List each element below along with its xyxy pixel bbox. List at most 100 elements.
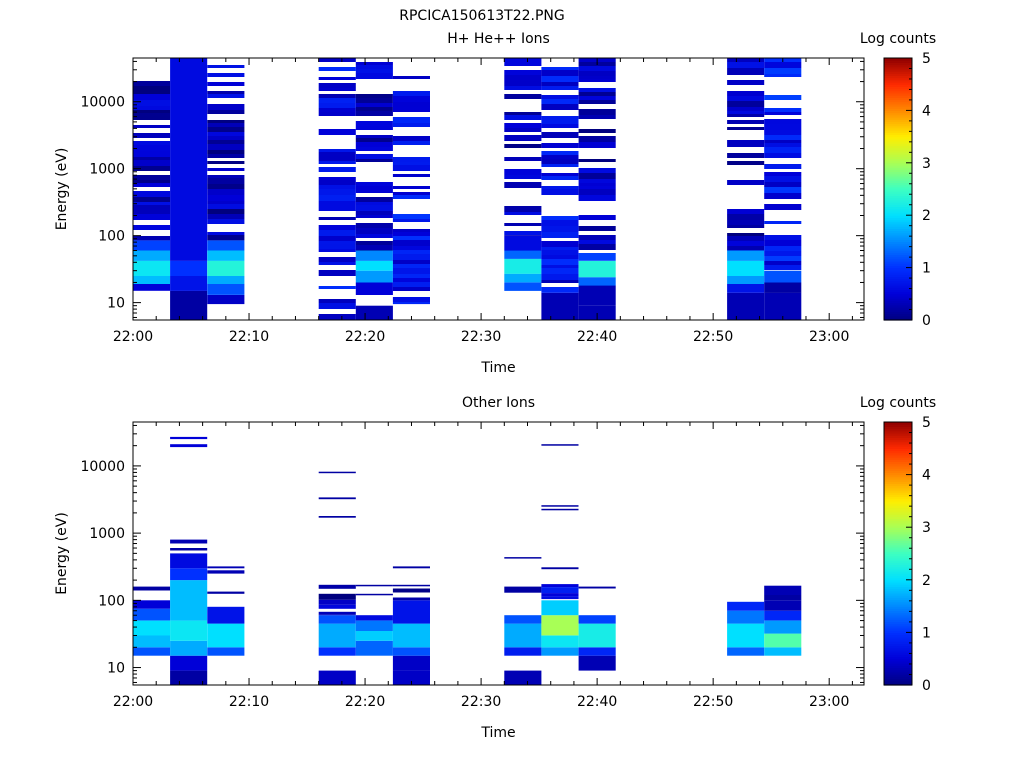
energy-band (541, 587, 579, 594)
colorbar-segment (884, 114, 912, 118)
time-bin (170, 58, 208, 320)
energy-band (392, 584, 430, 587)
energy-band (133, 175, 171, 180)
energy-band (541, 232, 579, 238)
colorbar-segment (884, 671, 912, 675)
colorbar-segment (884, 634, 912, 638)
colorbar-tick-label: 3 (922, 156, 931, 172)
energy-band (207, 94, 245, 98)
energy-band (318, 314, 356, 320)
colorbar-segment (884, 271, 912, 275)
energy-band (207, 623, 245, 648)
energy-band (392, 96, 430, 102)
energy-band (504, 623, 542, 648)
colorbar-segment (884, 638, 912, 642)
energy-band (764, 112, 802, 115)
energy-band (578, 173, 616, 179)
energy-band (727, 601, 765, 611)
energy-band (133, 276, 171, 284)
energy-band (318, 270, 356, 276)
energy-band (318, 299, 356, 303)
energy-band (392, 165, 430, 171)
energy-band (578, 159, 616, 162)
energy-band (504, 86, 542, 90)
colorbar-segment (884, 110, 912, 114)
colorbar-segment (884, 619, 912, 623)
colorbar-segment (884, 516, 912, 520)
colorbar-segment (884, 219, 912, 223)
colorbar-segment (884, 474, 912, 478)
y-tick-label: 100 (98, 229, 125, 245)
energy-band (207, 175, 245, 178)
energy-band (504, 175, 542, 179)
y-tick-label: 1000 (89, 526, 125, 542)
energy-band (727, 220, 765, 225)
energy-band (318, 286, 356, 289)
energy-band (764, 68, 802, 74)
colorbar-segment (884, 178, 912, 181)
colorbar-segment (884, 579, 912, 583)
colorbar-segment (884, 134, 912, 138)
colorbar-segment (884, 306, 912, 310)
colorbar-label: Log counts (860, 395, 936, 411)
energy-band (392, 229, 430, 232)
energy-band (318, 584, 356, 589)
energy-band (541, 584, 579, 588)
energy-band (764, 600, 802, 611)
colorbar-segment (884, 441, 912, 445)
energy-band (578, 623, 616, 648)
colorbar-segment (884, 581, 912, 585)
energy-band (318, 262, 356, 265)
energy-band (355, 270, 393, 283)
energy-band (541, 226, 579, 232)
energy-band (318, 236, 356, 241)
energy-band (392, 102, 430, 107)
colorbar-segment (884, 282, 912, 286)
energy-band (207, 219, 245, 224)
colorbar-segment (884, 649, 912, 653)
colorbar-segment (884, 590, 912, 594)
colorbar-segment (884, 73, 912, 77)
colorbar-segment (884, 147, 912, 151)
colorbar-segment (884, 599, 912, 603)
energy-band (318, 593, 356, 600)
colorbar-segment (884, 597, 912, 601)
energy-band (504, 235, 542, 251)
energy-band (392, 647, 430, 656)
colorbar-segment (884, 302, 912, 306)
energy-band (578, 226, 616, 231)
colorbar-segment (884, 658, 912, 662)
colorbar-segment (884, 315, 912, 319)
colorbar-segment (884, 632, 912, 636)
colorbar-segment (884, 470, 912, 474)
energy-band (727, 120, 765, 124)
energy-band (170, 548, 208, 551)
energy-band (764, 235, 802, 240)
colorbar-segment (884, 601, 912, 605)
colorbar-segment (884, 278, 912, 282)
energy-band (318, 497, 356, 500)
energy-band (541, 247, 579, 250)
colorbar-segment (884, 610, 912, 614)
energy-band (764, 282, 802, 293)
colorbar-tick-label: 4 (922, 103, 931, 119)
energy-band (764, 119, 802, 124)
energy-band (727, 233, 765, 236)
energy-band (504, 212, 542, 215)
colorbar-segment (884, 531, 912, 535)
energy-band (541, 159, 579, 164)
energy-band (578, 189, 616, 195)
energy-band (541, 176, 579, 180)
energy-band (318, 77, 356, 80)
energy-band (541, 173, 579, 176)
energy-band (727, 647, 765, 656)
colorbar-segment (884, 546, 912, 550)
energy-band (318, 129, 356, 135)
energy-band (355, 250, 393, 261)
energy-band (504, 157, 542, 161)
energy-band (318, 225, 356, 230)
colorbar-segment (884, 228, 912, 232)
energy-band (541, 647, 579, 656)
colorbar-segment (884, 125, 912, 129)
colorbar-segment (884, 130, 912, 133)
